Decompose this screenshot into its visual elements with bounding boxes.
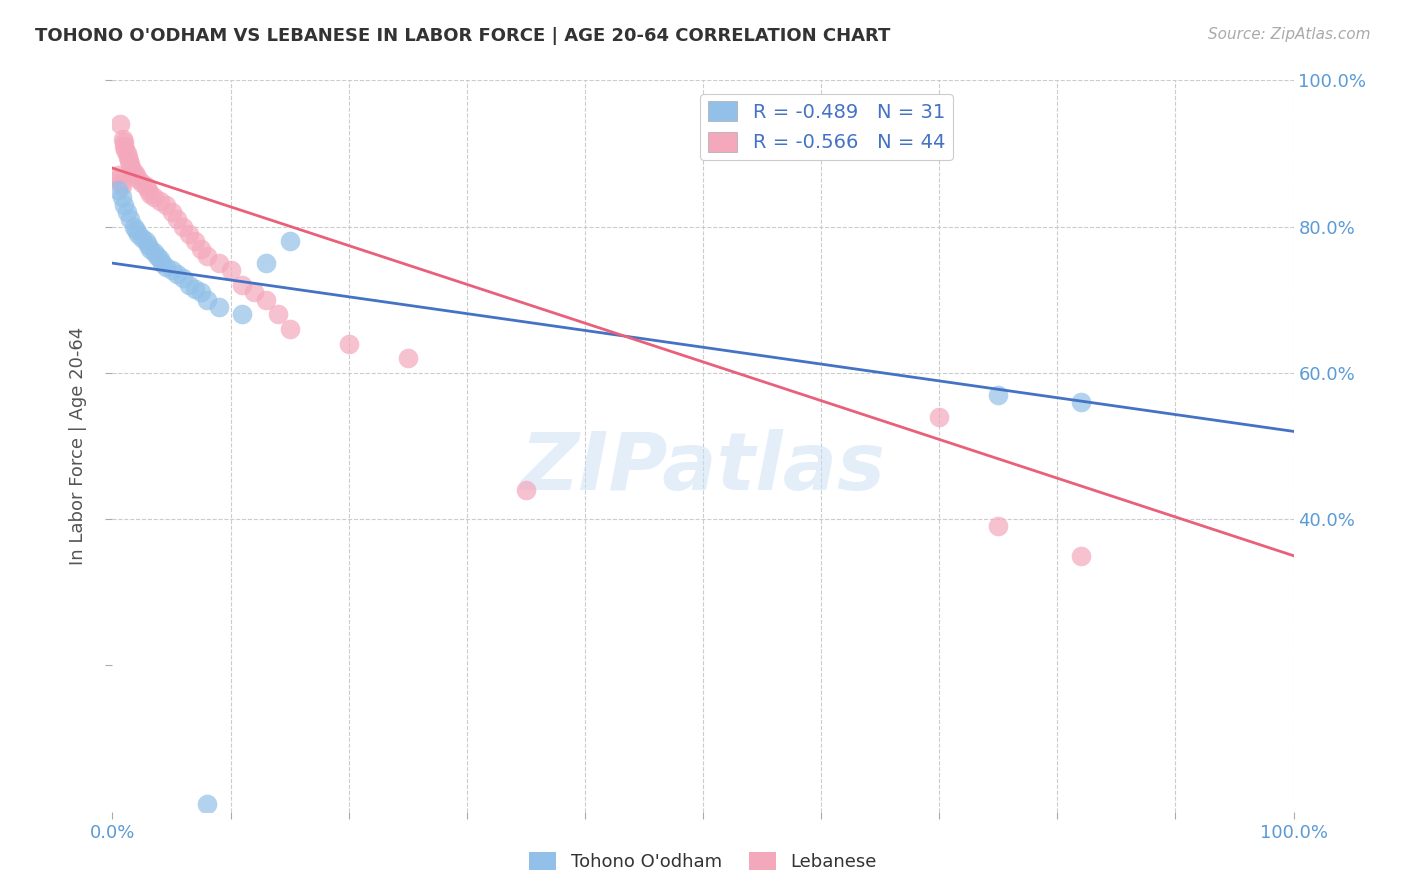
Point	[254, 256, 277, 270]
Point	[208, 256, 231, 270]
Point	[135, 179, 157, 194]
Point	[135, 234, 157, 248]
Point	[195, 293, 218, 307]
Point	[120, 212, 142, 227]
Point	[149, 252, 172, 267]
Point	[160, 205, 183, 219]
Point	[231, 307, 253, 321]
Point	[928, 409, 950, 424]
Point	[987, 519, 1010, 533]
Point	[166, 267, 188, 281]
Point	[1070, 395, 1092, 409]
Point	[115, 146, 138, 161]
Point	[131, 230, 153, 244]
Point	[112, 136, 135, 150]
Point	[114, 143, 136, 157]
Point	[160, 263, 183, 277]
Point	[208, 300, 231, 314]
Point	[254, 293, 277, 307]
Point	[122, 164, 145, 178]
Point	[117, 150, 139, 164]
Point	[127, 172, 149, 186]
Point	[172, 270, 194, 285]
Point	[111, 179, 134, 194]
Point	[337, 336, 360, 351]
Point	[118, 153, 141, 168]
Point	[125, 169, 148, 183]
Point	[155, 197, 177, 211]
Point	[107, 172, 129, 186]
Point	[179, 227, 201, 241]
Point	[146, 249, 169, 263]
Point	[515, 483, 537, 497]
Point	[155, 260, 177, 274]
Point	[115, 205, 138, 219]
Point	[184, 234, 207, 248]
Point	[190, 242, 212, 256]
Point	[179, 278, 201, 293]
Point	[278, 234, 301, 248]
Point	[136, 237, 159, 252]
Point	[142, 190, 165, 204]
Point	[195, 249, 218, 263]
Point	[166, 212, 188, 227]
Point	[1070, 549, 1092, 563]
Point	[243, 285, 266, 300]
Point	[120, 157, 142, 171]
Point	[987, 388, 1010, 402]
Point	[112, 139, 135, 153]
Point	[150, 256, 173, 270]
Point	[231, 278, 253, 293]
Point	[125, 223, 148, 237]
Text: Source: ZipAtlas.com: Source: ZipAtlas.com	[1208, 27, 1371, 42]
Point	[108, 117, 131, 131]
Point	[111, 190, 134, 204]
Point	[112, 197, 135, 211]
Point	[267, 307, 290, 321]
Point	[127, 227, 149, 241]
Point	[396, 351, 419, 366]
Point	[110, 176, 132, 190]
Point	[195, 797, 218, 812]
Point	[131, 176, 153, 190]
Point	[136, 183, 159, 197]
Y-axis label: In Labor Force | Age 20-64: In Labor Force | Age 20-64	[69, 326, 87, 566]
Point	[120, 161, 142, 175]
Text: TOHONO O'ODHAM VS LEBANESE IN LABOR FORCE | AGE 20-64 CORRELATION CHART: TOHONO O'ODHAM VS LEBANESE IN LABOR FORC…	[35, 27, 890, 45]
Point	[190, 285, 212, 300]
Point	[139, 186, 162, 201]
Legend: R = -0.489   N = 31, R = -0.566   N = 44: R = -0.489 N = 31, R = -0.566 N = 44	[700, 94, 953, 160]
Point	[112, 132, 135, 146]
Point	[184, 282, 207, 296]
Point	[149, 194, 172, 208]
Text: ZIPatlas: ZIPatlas	[520, 429, 886, 507]
Point	[278, 322, 301, 336]
Point	[172, 219, 194, 234]
Point	[139, 242, 162, 256]
Point	[122, 219, 145, 234]
Point	[142, 245, 165, 260]
Legend: Tohono O'odham, Lebanese: Tohono O'odham, Lebanese	[522, 845, 884, 879]
Point	[107, 183, 129, 197]
Point	[219, 263, 242, 277]
Point	[107, 169, 129, 183]
